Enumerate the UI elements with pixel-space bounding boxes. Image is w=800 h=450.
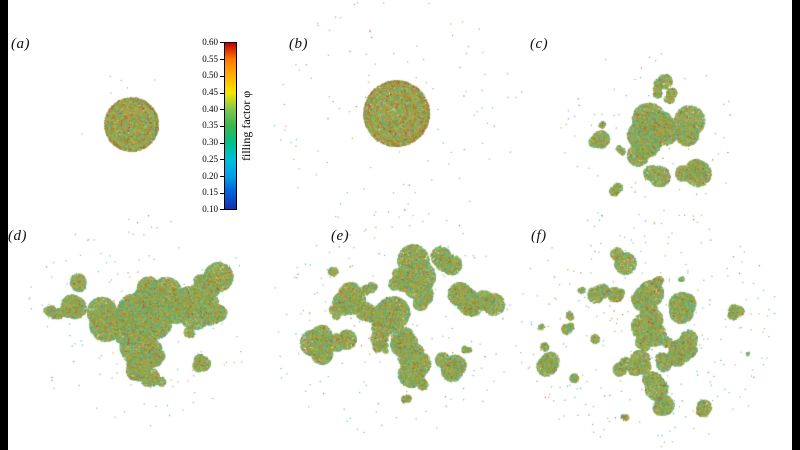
panel-label-a: (a) (11, 36, 30, 52)
colorbar-tick: 0.25 (190, 154, 224, 164)
colorbar-gradient (224, 42, 237, 210)
panel-label-f: (f) (531, 228, 547, 244)
right-black-bar (792, 0, 800, 450)
panel-label-b: (b) (289, 36, 308, 52)
left-black-bar (0, 0, 8, 450)
colorbar-tick: 0.35 (190, 121, 224, 130)
colorbar-tick: 0.40 (190, 104, 224, 114)
colorbar-tick: 0.50 (190, 71, 224, 80)
colorbar-tick: 0.60 (190, 38, 224, 47)
colorbar-tick: 0.45 (190, 88, 224, 97)
colorbar-tick: 0.30 (190, 138, 224, 147)
colorbar-tick: 0.55 (190, 54, 224, 64)
colorbar-tick: 0.15 (190, 188, 224, 197)
panel-label-c: (c) (530, 36, 549, 52)
colorbar-tick: 0.20 (190, 171, 224, 181)
colorbar-tick: 0.10 (190, 204, 224, 214)
colorbar-title: filling factor φ (239, 90, 253, 162)
colorbar: 0.60 0.55 0.50 0.45 0.40 0.35 0.30 0.25 … (190, 38, 254, 214)
colorbar-tick-labels: 0.60 0.55 0.50 0.45 0.40 0.35 0.30 0.25 … (190, 38, 224, 214)
panel-label-d: (d) (8, 228, 27, 244)
panel-label-e: (e) (331, 228, 350, 244)
